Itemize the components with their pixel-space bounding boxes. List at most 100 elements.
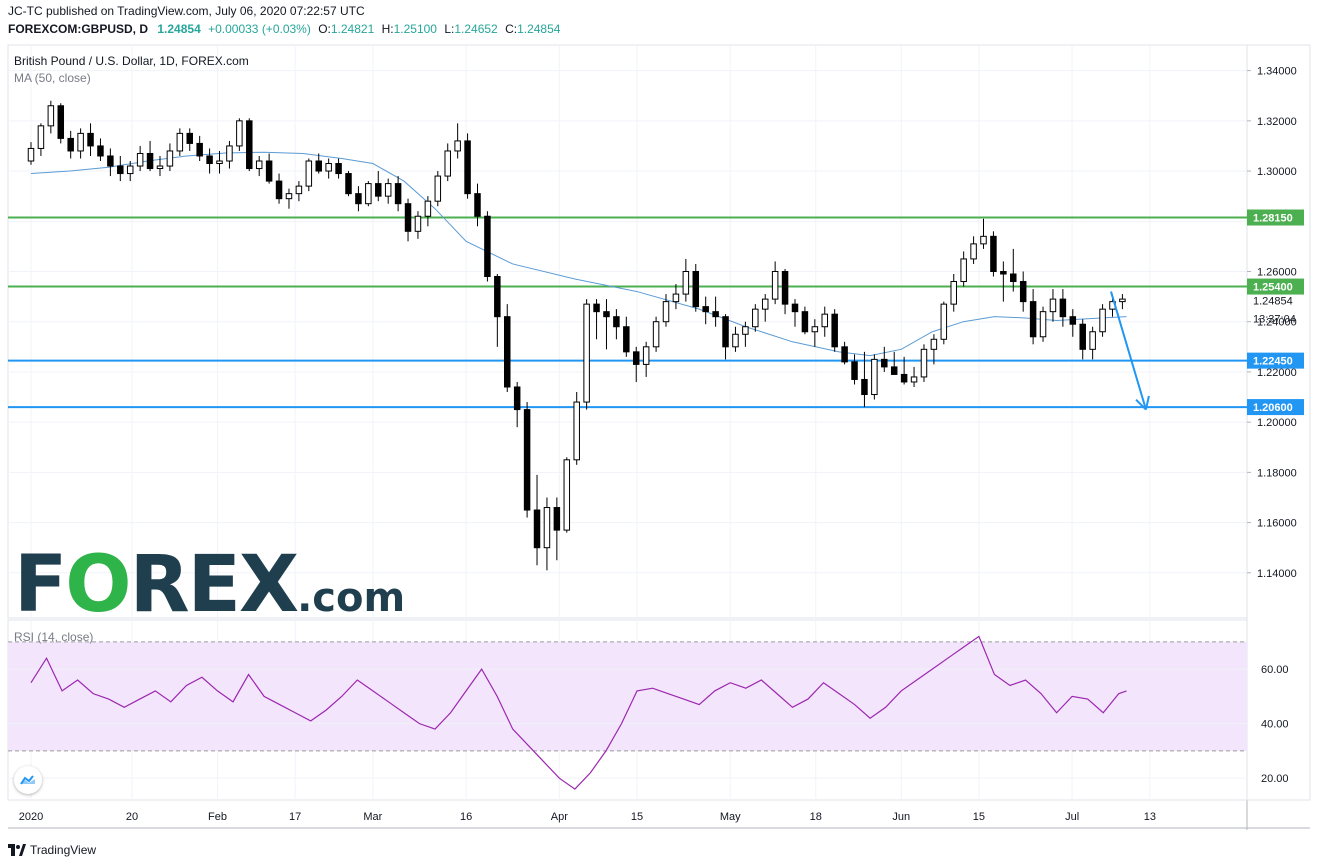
candle-body[interactable] (1039, 311, 1047, 338)
candle-body[interactable] (722, 316, 729, 348)
candle-body[interactable] (702, 306, 709, 313)
candle-body[interactable] (355, 193, 362, 205)
candle-body[interactable] (1000, 270, 1007, 275)
candle-body[interactable] (980, 235, 987, 245)
candle-body[interactable] (57, 105, 65, 139)
candle-body[interactable] (126, 165, 134, 175)
candle-body[interactable] (474, 193, 481, 217)
candle-body[interactable] (275, 180, 283, 200)
candle-body[interactable] (1119, 298, 1126, 303)
candle-body[interactable] (156, 165, 164, 170)
candle-body[interactable] (146, 152, 154, 170)
candle-body[interactable] (662, 301, 670, 323)
candle-body[interactable] (652, 321, 660, 348)
candle-body[interactable] (464, 140, 471, 195)
rsi-line[interactable] (30, 635, 1127, 790)
candle-body[interactable] (940, 303, 948, 340)
candle-body[interactable] (990, 235, 997, 272)
candle-body[interactable] (533, 509, 541, 549)
candle-body[interactable] (890, 366, 898, 375)
candle-body[interactable] (444, 150, 451, 177)
candle-body[interactable] (384, 183, 392, 197)
candle-body[interactable] (1089, 331, 1096, 350)
candle-body[interactable] (494, 276, 501, 318)
candle-body[interactable] (504, 316, 511, 388)
candle-body[interactable] (851, 361, 858, 380)
candle-body[interactable] (315, 160, 322, 172)
candle-body[interactable] (1099, 308, 1106, 333)
candle-body[interactable] (543, 507, 551, 549)
candle-body[interactable] (196, 142, 203, 157)
candle-body[interactable] (920, 348, 928, 378)
candle-body[interactable] (573, 401, 580, 461)
candle-body[interactable] (375, 183, 382, 197)
candle-body[interactable] (871, 358, 878, 396)
candle-body[interactable] (881, 358, 888, 368)
candle-body[interactable] (87, 132, 94, 147)
candle-body[interactable] (563, 459, 571, 531)
candle-body[interactable] (692, 270, 700, 308)
candle-body[interactable] (761, 298, 769, 310)
symbol-name[interactable]: FOREXCOM:GBPUSD, D (8, 22, 149, 36)
candle-body[interactable] (404, 203, 412, 232)
candle-body[interactable] (1059, 298, 1067, 318)
candle-body[interactable] (900, 373, 908, 383)
candle-body[interactable] (265, 160, 273, 182)
candle-body[interactable] (47, 105, 55, 127)
candle-body[interactable] (136, 152, 144, 167)
candle-body[interactable] (930, 338, 938, 350)
candle-body[interactable] (305, 160, 313, 187)
candle-body[interactable] (910, 376, 918, 383)
candle-body[interactable] (950, 281, 957, 305)
candle-body[interactable] (335, 163, 342, 175)
candle-body[interactable] (771, 270, 779, 300)
candle-body[interactable] (414, 215, 422, 232)
candle-body[interactable] (1029, 301, 1037, 338)
candle-body[interactable] (325, 163, 332, 172)
candle-body[interactable] (821, 313, 829, 328)
candle-body[interactable] (67, 137, 74, 152)
candle-body[interactable] (246, 120, 253, 170)
candle-body[interactable] (365, 183, 372, 205)
candle-body[interactable] (742, 326, 749, 335)
candle-body[interactable] (513, 386, 521, 411)
candle-body[interactable] (255, 160, 263, 170)
candle-body[interactable] (77, 132, 84, 152)
candle-body[interactable] (107, 155, 114, 167)
candle-body[interactable] (186, 132, 194, 144)
candle-body[interactable] (781, 270, 789, 305)
candle-body[interactable] (1049, 298, 1057, 313)
candle-body[interactable] (553, 507, 561, 531)
candle-body[interactable] (1010, 273, 1017, 283)
candle-body[interactable] (960, 258, 967, 283)
candle-body[interactable] (970, 243, 977, 260)
ma50-line[interactable] (30, 151, 1127, 357)
candle-body[interactable] (394, 183, 402, 205)
candle-body[interactable] (672, 293, 680, 303)
tradingview-brand[interactable]: TradingView (30, 843, 97, 857)
candle-body[interactable] (1079, 323, 1086, 350)
candle-body[interactable] (27, 147, 35, 162)
candle-body[interactable] (236, 120, 243, 147)
candle-body[interactable] (831, 313, 838, 348)
candle-body[interactable] (97, 145, 104, 157)
tradingview-badge-icon[interactable] (14, 766, 42, 794)
candle-body[interactable] (295, 185, 303, 195)
candle-body[interactable] (216, 160, 223, 165)
candle-body[interactable] (841, 346, 848, 363)
candle-body[interactable] (801, 311, 809, 333)
candle-body[interactable] (484, 215, 491, 278)
candle-body[interactable] (454, 140, 461, 152)
candle-body[interactable] (811, 326, 819, 333)
candle-body[interactable] (1019, 281, 1027, 303)
candle-body[interactable] (1069, 316, 1077, 325)
candle-body[interactable] (345, 173, 352, 195)
candle-body[interactable] (166, 150, 174, 167)
candle-body[interactable] (632, 351, 640, 365)
candle-body[interactable] (712, 311, 719, 318)
candle-body[interactable] (285, 193, 293, 200)
candle-body[interactable] (523, 409, 531, 511)
candle-body[interactable] (642, 346, 650, 365)
candle-body[interactable] (206, 155, 213, 165)
